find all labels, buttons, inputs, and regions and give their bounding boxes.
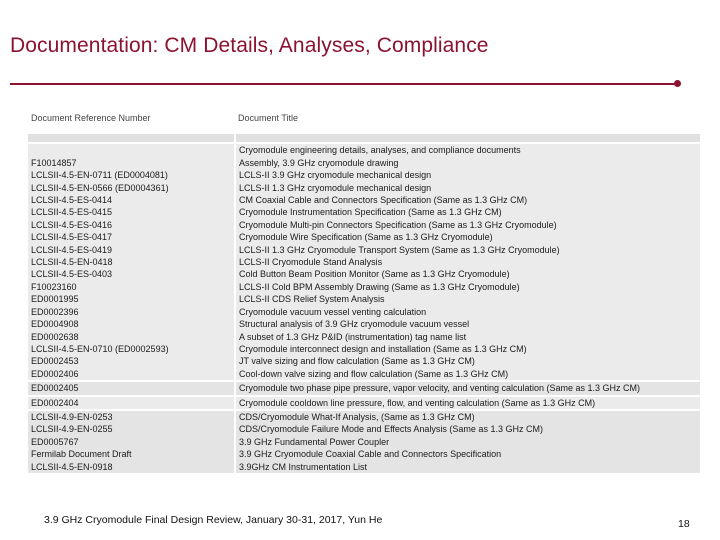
table-row-group-1: F10014857 LCLSII-4.5-EN-0711 (ED0004081) L… [28,143,700,383]
doc-title: Cryomodule Multi-pin Connectors Specific… [239,219,557,230]
doc-ref-number: Fermilab Document Draft [31,449,132,460]
title-cell-group-2: CDS/Cryomodule What-If Analysis, (Same a… [235,409,700,475]
table-spacer-row [28,133,700,145]
doc-title: Cold Button Beam Position Monitor (Same … [239,269,510,280]
doc-ref-number: ED0002406 [31,368,79,379]
doc-ref-number: ED0001995 [31,294,79,305]
doc-ref-number: LCLSII-4.5-EN-0918 [31,461,113,472]
doc-title: CM Coaxial Cable and Connectors Specific… [239,195,528,206]
doc-ref-number: LCLSII-4.5-EN-0711 (ED0004081) [31,170,168,181]
doc-ref-number: LCLSII-4.5-ES-0414 [31,195,113,206]
doc-title: A subset of 1.3 GHz P&ID (instrumentatio… [239,331,467,342]
title-divider [10,83,678,85]
table-row-group-2: LCLSII-4.9-EN-0253 LCLSII-4.9-EN-0255 ED00… [28,409,700,475]
doc-title: Cool-down valve sizing and flow calculat… [239,368,509,379]
doc-ref-number: LCLSII-4.5-EN-0566 (ED0004361) [31,182,169,193]
doc-ref-number: ED0002638 [31,331,79,342]
doc-title: Assembly, 3.9 GHz cryomodule drawing [239,157,399,168]
section-title: Cryomodule engineering details, analyses… [239,145,521,156]
doc-ref-number: LCLSII-4.5-ES-0416 [31,219,113,230]
doc-ref-number: LCLSII-4.5-EN-0710 (ED0002593) [31,343,169,354]
doc-ref-number: ED0005767 [31,436,79,447]
doc-ref-number: LCLSII-4.9-EN-0255 [31,424,113,435]
doc-title: Structural analysis of 3.9 GHz cryomodul… [239,319,470,330]
doc-title: LCLS-II Cold BPM Assembly Drawing (Same … [239,281,520,292]
doc-ref-number: ED0002396 [31,306,79,317]
doc-ref-number: LCLSII-4.5-ES-0403 [31,269,113,280]
header-ref: Document Reference Number [28,110,235,135]
table-row: ED0002405 Cryomodule two phase pipe pres… [28,381,700,397]
doc-ref-number: LCLSII-4.5-ES-0419 [31,244,113,255]
title-divider-dot [674,80,681,87]
table-header-row: Document Reference Number Document Title [28,110,700,135]
page-number: 18 [678,518,690,530]
doc-title: CDS/Cryomodule What-If Analysis, (Same a… [239,411,475,422]
table-row: ED0002404 Cryomodule cooldown line press… [28,395,700,411]
doc-title: JT valve sizing and flow calculation (Sa… [239,356,475,367]
doc-title: Cryomodule vacuum vessel venting calcula… [239,306,427,317]
doc-title: 3.9 GHz Fundamental Power Coupler [239,436,390,447]
header-title: Document Title [235,110,700,135]
doc-title: 3.9GHz CM Instrumentation List [239,461,368,472]
doc-ref-number: LCLSII-4.5-ES-0415 [31,207,113,218]
doc-title: LCLS-II Cryomodule Stand Analysis [239,257,383,268]
footer-text: 3.9 GHz Cryomodule Final Design Review, … [44,514,383,526]
documents-table: Document Reference Number Document Title… [28,110,700,475]
doc-title: LCLS-II 1.3 GHz Cryomodule Transport Sys… [239,244,560,255]
ref-cell-group-2: LCLSII-4.9-EN-0253 LCLSII-4.9-EN-0255 ED00… [28,409,236,475]
doc-title: CDS/Cryomodule Failure Mode and Effects … [239,424,543,435]
doc-ref-number: ED0002453 [31,356,79,367]
doc-title: LCLS-II CDS Relief System Analysis [239,294,385,305]
doc-ref-number: ED0004908 [31,319,79,330]
doc-title: Cryomodule interconnect design and insta… [239,343,527,354]
doc-ref-number: LCLSII-4.5-ES-0417 [31,232,113,243]
ref-cell-group-1: F10014857 LCLSII-4.5-EN-0711 (ED0004081) L… [28,143,236,383]
doc-title: 3.9 GHz Cryomodule Coaxial Cable and Con… [239,449,502,460]
doc-title: Cryomodule Wire Specification (Same as 1… [239,232,493,243]
doc-ref-number: LCLSII-4.5-EN-0418 [31,257,113,268]
doc-ref-number: F10023160 [31,281,77,292]
title-cell-group-1: Cryomodule engineering details, analyses… [235,143,700,383]
doc-title: LCLS-II 3.9 GHz cryomodule mechanical de… [239,170,432,181]
doc-title: Cryomodule Instrumentation Specification… [239,207,502,218]
doc-ref-number: F10014857 [31,157,77,168]
doc-title: LCLS-II 1.3 GHz cryomodule mechanical de… [239,182,432,193]
doc-ref-number: LCLSII-4.9-EN-0253 [31,411,113,422]
slide-title: Documentation: CM Details, Analyses, Com… [10,34,489,57]
